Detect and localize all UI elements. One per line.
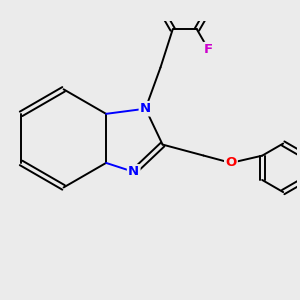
Text: N: N	[128, 165, 139, 178]
Text: O: O	[225, 156, 236, 170]
Text: N: N	[140, 102, 151, 115]
Text: F: F	[204, 43, 213, 56]
